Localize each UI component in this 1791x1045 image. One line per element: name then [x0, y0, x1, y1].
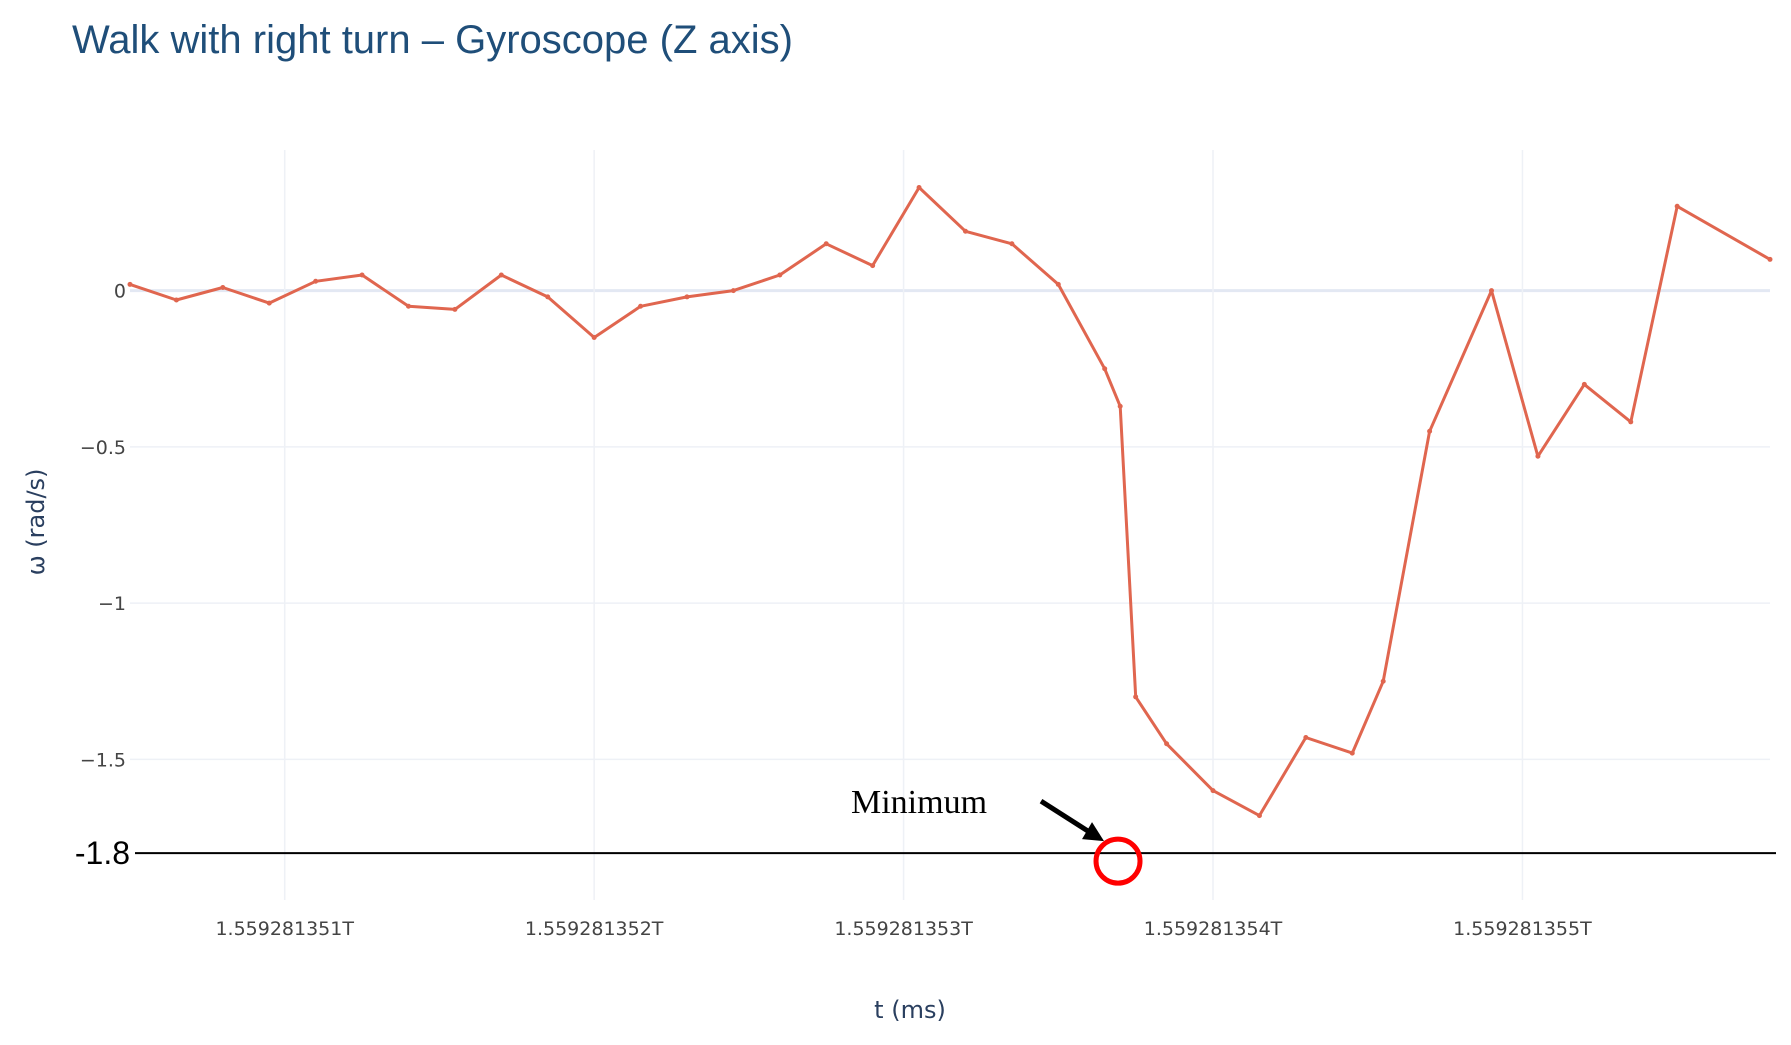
x-tick-label: 1.559281352T — [525, 918, 664, 940]
series-point — [173, 297, 179, 303]
series-point — [266, 300, 272, 306]
series-point — [498, 272, 504, 278]
annotation-arrow-head — [1082, 822, 1105, 842]
series-point — [405, 303, 411, 309]
series-point — [916, 185, 922, 190]
series-point — [870, 263, 876, 269]
series-point — [1427, 428, 1433, 434]
series-point — [127, 281, 133, 287]
y-tick-label: −1 — [98, 593, 126, 615]
series-point — [823, 241, 829, 247]
chart-title: Walk with right turn – Gyroscope (Z axis… — [72, 18, 793, 62]
series-point — [684, 294, 690, 300]
series-point — [1674, 203, 1680, 209]
series-point — [1581, 381, 1587, 387]
series-point — [591, 335, 597, 340]
series-point — [1767, 256, 1773, 262]
series-point — [1210, 788, 1216, 794]
series-point — [1117, 403, 1123, 409]
series-point — [1628, 419, 1634, 425]
y-tick-label: 0 — [114, 281, 126, 303]
series-point — [1489, 288, 1495, 294]
series-point — [1133, 694, 1139, 700]
series-point — [777, 272, 783, 278]
y-tick-labels: 0 −0.5 −1 −1.5 — [80, 281, 126, 772]
x-axis-title: t (ms) — [874, 996, 946, 1024]
minimum-marker-circle — [1093, 836, 1143, 886]
x-tick-label: 1.559281354T — [1144, 918, 1283, 940]
series-point — [1380, 678, 1386, 684]
x-tick-labels: 1.559281351T 1.559281352T 1.559281353T 1.55… — [215, 918, 1592, 940]
series-points — [127, 185, 1773, 819]
series-point — [313, 278, 319, 284]
series-point — [1164, 741, 1170, 747]
series-point — [359, 272, 365, 278]
series-point — [1256, 813, 1262, 819]
grid-lines — [130, 150, 1770, 900]
series-point — [638, 303, 644, 309]
series-point — [730, 288, 736, 294]
reference-line-label: -1.8 — [75, 835, 130, 871]
annotation-arrow — [1039, 799, 1090, 834]
series-line — [128, 186, 1772, 818]
series-point — [1535, 453, 1541, 459]
series-point — [220, 285, 226, 290]
series-point — [1303, 735, 1309, 740]
series-point — [962, 228, 968, 234]
x-tick-label: 1.559281355T — [1453, 918, 1592, 940]
y-tick-label: −1.5 — [80, 749, 126, 771]
x-tick-label: 1.559281353T — [834, 918, 973, 940]
x-tick-label: 1.559281351T — [215, 918, 354, 940]
series-point — [1349, 750, 1355, 756]
y-axis-title: ω (rad/s) — [22, 469, 50, 576]
series-point — [1009, 241, 1015, 247]
series-point — [1102, 366, 1108, 372]
y-tick-label: −0.5 — [80, 437, 126, 459]
series-point — [545, 294, 551, 300]
series-point — [1055, 281, 1061, 287]
series-point — [452, 306, 458, 312]
annotation-minimum-label: Minimum — [851, 784, 987, 821]
